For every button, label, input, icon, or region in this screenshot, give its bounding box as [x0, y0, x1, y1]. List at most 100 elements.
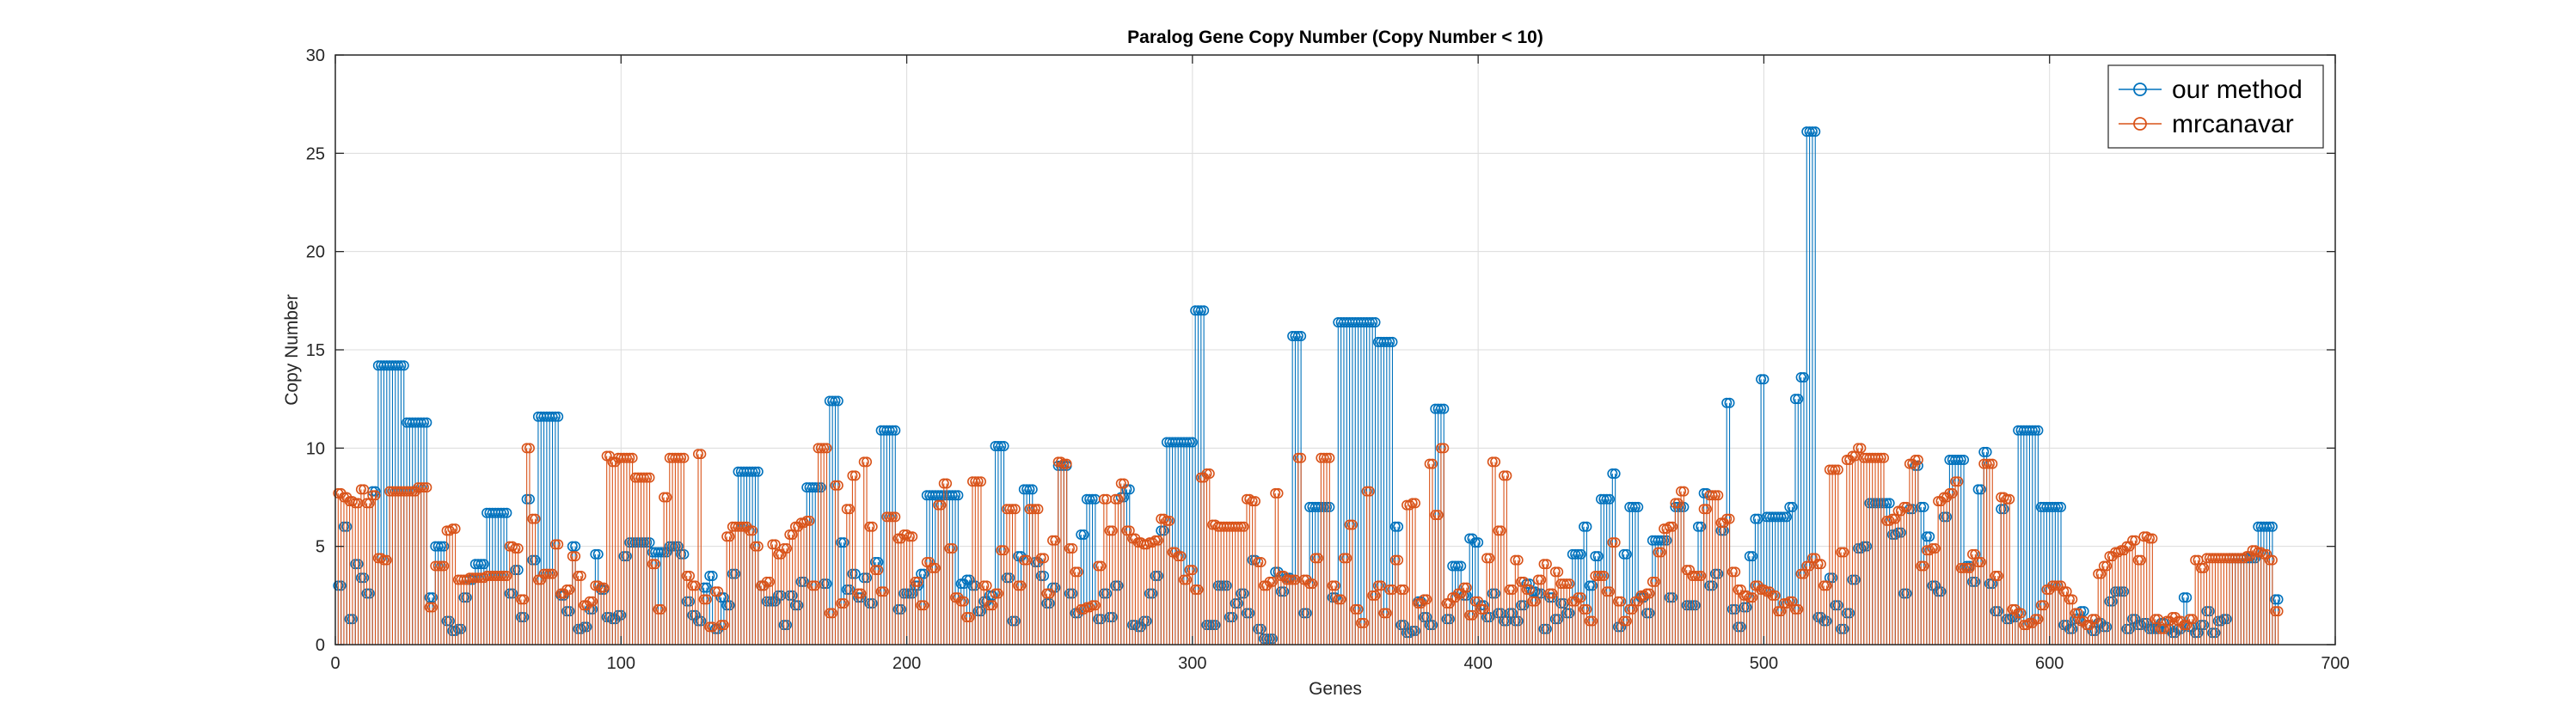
stem-marker [2033, 425, 2044, 436]
stem-marker [1364, 486, 1375, 497]
stem-marker [1527, 596, 1538, 607]
stem-marker [424, 602, 435, 613]
stem-marker [2081, 620, 2092, 631]
stem-marker [1756, 374, 1767, 385]
stem-marker [2266, 521, 2278, 532]
stem-marker [432, 541, 444, 552]
stem-marker [1378, 608, 1389, 619]
stem-marker [1195, 305, 1206, 316]
stem-marker [1238, 521, 1249, 532]
stem-marker [978, 580, 990, 591]
stem-marker [2067, 594, 2078, 605]
stem-marker [361, 498, 372, 509]
stem-marker [2070, 608, 2081, 619]
stem-marker [1966, 548, 1978, 560]
stem-marker [627, 452, 638, 463]
stem-marker [1798, 372, 1809, 383]
stem-marker [744, 525, 755, 536]
stem-marker [724, 531, 735, 542]
stem-marker [767, 539, 778, 550]
stem-marker [1107, 525, 1118, 536]
stem-marker [1579, 603, 1590, 615]
stem-marker [1193, 305, 1204, 316]
stem-marker [858, 456, 869, 468]
stem-marker [975, 476, 986, 487]
stem-marker [515, 594, 526, 605]
stem-marker [653, 603, 664, 615]
stem-marker [1747, 551, 1758, 562]
stem-marker [1452, 560, 1463, 572]
stem-marker [1296, 330, 1307, 341]
x-tick-label: 200 [892, 654, 921, 673]
stem-marker [2184, 614, 2195, 625]
stem-marker [1352, 603, 1364, 615]
stem-marker [1530, 596, 1541, 607]
stem-marker [832, 480, 843, 491]
stem-marker [573, 570, 584, 581]
stem-marker [1596, 570, 1607, 581]
stem-marker [1467, 609, 1478, 621]
stem-marker [1587, 580, 1598, 591]
stem-marker [1095, 560, 1107, 572]
stem-marker [475, 559, 487, 570]
stem-marker [1021, 484, 1033, 495]
stem-marker [1947, 487, 1958, 499]
stem-marker [1318, 452, 1329, 463]
stem-marker [1910, 455, 1921, 466]
stem-marker [1469, 596, 1481, 607]
stem-marker [715, 592, 727, 603]
x-tick-label: 100 [607, 654, 635, 673]
stem-marker [501, 507, 512, 518]
stem-marker [1921, 531, 1932, 542]
stem-marker [424, 592, 435, 603]
stem-marker [1093, 560, 1104, 572]
stem-marker [1113, 493, 1124, 505]
stem-marker [547, 568, 558, 579]
stem-marker [598, 582, 610, 593]
stem-marker [1438, 403, 1450, 414]
stem-marker [624, 452, 635, 463]
stem-marker [778, 542, 789, 554]
stem-marker [1338, 553, 1349, 564]
stem-marker [953, 490, 964, 501]
x-tick-label: 500 [1750, 654, 1778, 673]
x-tick-label: 0 [330, 654, 340, 673]
stem-marker [564, 584, 575, 595]
stem-marker [2241, 551, 2252, 562]
stem-marker [2089, 614, 2101, 625]
stem-marker [1255, 556, 1267, 567]
stem-marker [2147, 533, 2158, 544]
stem-marker [1346, 519, 1358, 530]
stem-marker [1104, 525, 1115, 536]
stem-marker [1249, 496, 1260, 507]
stem-marker [2050, 580, 2061, 591]
stem-marker [495, 507, 506, 518]
y-tick-label: 25 [306, 144, 325, 163]
stem-marker [698, 594, 709, 605]
stem-marker [1784, 501, 1795, 512]
stem-marker [2001, 493, 2012, 505]
stem-marker [1670, 498, 1681, 509]
stem-marker [950, 490, 961, 501]
stem-marker [1978, 446, 1990, 457]
stem-marker [764, 576, 776, 587]
stem-marker [1629, 596, 1641, 607]
stem-marker [1758, 374, 1769, 385]
stem-marker [1693, 521, 1704, 532]
stem-marker [1430, 510, 1441, 521]
stem-marker [1018, 554, 1029, 566]
stem-marker [676, 452, 687, 463]
stem-marker [1469, 537, 1481, 548]
stem-marker [827, 608, 838, 619]
stem-marker [721, 531, 733, 542]
stem-marker [2052, 580, 2064, 591]
stem-marker [1061, 458, 1072, 469]
stem-marker [1793, 603, 1804, 615]
stem-marker [832, 395, 843, 407]
stem-marker [1124, 484, 1135, 495]
stem-marker [853, 588, 864, 599]
stem-marker [1047, 535, 1058, 546]
stem-marker [884, 511, 895, 523]
stem-marker [918, 600, 929, 611]
stem-marker [836, 537, 847, 548]
